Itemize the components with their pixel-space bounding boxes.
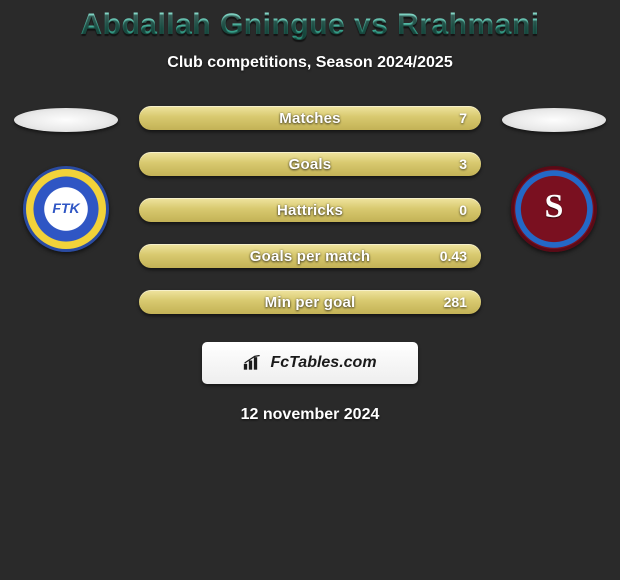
stat-label: Min per goal (265, 294, 356, 311)
comparison-card: Abdallah Gningue vs Rrahmani Club compet… (0, 0, 620, 424)
stat-row-goals: Goals 3 (139, 152, 481, 176)
crest-text: FTK (52, 202, 79, 215)
stat-label: Matches (279, 110, 340, 127)
stat-value: 3 (459, 156, 467, 172)
site-name: FcTables.com (270, 354, 376, 372)
stat-value: 281 (444, 294, 467, 310)
main-row: FTK Matches 7 Goals 3 Hattricks 0 Goals … (0, 106, 620, 314)
bar-chart-icon (243, 355, 263, 371)
right-team-crest[interactable]: S (511, 166, 597, 252)
crest-text: S (545, 188, 564, 226)
date-text: 12 november 2024 (0, 406, 620, 424)
stat-value: 0 (459, 202, 467, 218)
subtitle: Club competitions, Season 2024/2025 (0, 54, 620, 72)
stat-row-matches: Matches 7 (139, 106, 481, 130)
stat-row-goals-per-match: Goals per match 0.43 (139, 244, 481, 268)
left-team-crest[interactable]: FTK (23, 166, 109, 252)
stat-row-hattricks: Hattricks 0 (139, 198, 481, 222)
page-title: Abdallah Gningue vs Rrahmani (0, 8, 620, 42)
stat-value: 0.43 (440, 248, 467, 264)
stat-label: Goals per match (250, 248, 371, 265)
stat-row-min-per-goal: Min per goal 281 (139, 290, 481, 314)
left-player-photo-placeholder (14, 108, 118, 132)
stats-list: Matches 7 Goals 3 Hattricks 0 Goals per … (139, 106, 481, 314)
left-player-column: FTK (11, 106, 121, 252)
stat-label: Goals (289, 156, 332, 173)
right-player-photo-placeholder (502, 108, 606, 132)
right-player-column: S (499, 106, 609, 252)
stat-label: Hattricks (277, 202, 343, 219)
stat-value: 7 (459, 110, 467, 126)
fctables-link[interactable]: FcTables.com (202, 342, 418, 384)
